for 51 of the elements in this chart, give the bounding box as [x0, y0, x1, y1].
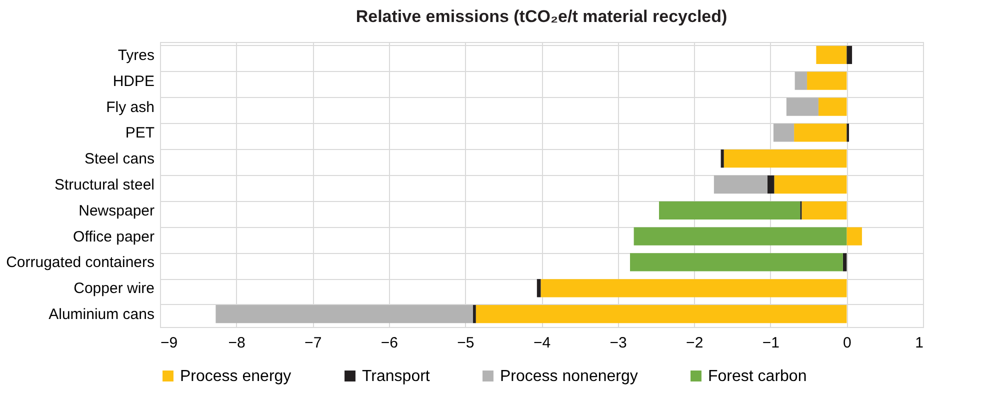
legend-label: Process nonenergy [500, 368, 638, 385]
legend-label: Process energy [180, 368, 292, 385]
x-tick-label: 0 [843, 334, 852, 352]
legend-label: Transport [362, 368, 430, 385]
bar [818, 98, 847, 116]
bar [846, 46, 852, 64]
bar [842, 253, 847, 272]
bar [472, 304, 476, 324]
x-tick-label: −6 [380, 334, 398, 352]
y-tick-label: Newspaper [78, 202, 154, 220]
bar [634, 227, 847, 246]
x-tick-label: −2 [686, 334, 704, 352]
bar [807, 72, 847, 90]
bar [714, 175, 768, 194]
bar [659, 201, 800, 220]
bar [536, 279, 541, 298]
bar [846, 227, 862, 246]
x-tick-label: −5 [457, 334, 474, 352]
x-tick-label: −9 [160, 334, 178, 352]
y-tick-label: Aluminium cans [48, 306, 154, 324]
y-tick-label: Tyres [118, 46, 154, 64]
bar [724, 150, 847, 168]
y-tick-label: HDPE [112, 72, 154, 90]
y-tick-label: Structural steel [54, 176, 154, 194]
bar [720, 150, 724, 168]
x-tick-label: −1 [762, 334, 780, 352]
x-tick-label: −3 [610, 334, 627, 352]
x-tick-label: −7 [304, 334, 322, 352]
bar [774, 175, 847, 194]
bar [476, 304, 847, 324]
y-tick-label: Copper wire [74, 280, 154, 298]
y-tick-label: Corrugated containers [6, 254, 154, 272]
y-tick-label: Fly ash [106, 98, 154, 116]
bar [794, 124, 847, 142]
chart-title: Relative emissions (tCO₂e/t material recycled) [356, 7, 728, 26]
y-tick-label: Office paper [73, 228, 154, 246]
y-tick-label: Steel cans [84, 150, 154, 168]
bar [773, 124, 794, 142]
bar [767, 175, 774, 194]
x-tick-label: 1 [915, 334, 924, 352]
legend-label: Forest carbon [708, 368, 807, 385]
bar [216, 304, 473, 324]
bar [802, 201, 847, 220]
bar [786, 98, 818, 116]
x-tick-label: −4 [533, 334, 551, 352]
y-tick-label: PET [125, 124, 154, 142]
x-tick-label: −8 [228, 334, 246, 352]
bar [630, 253, 843, 272]
bar [540, 279, 847, 298]
bar [816, 46, 847, 64]
bar [794, 72, 808, 90]
